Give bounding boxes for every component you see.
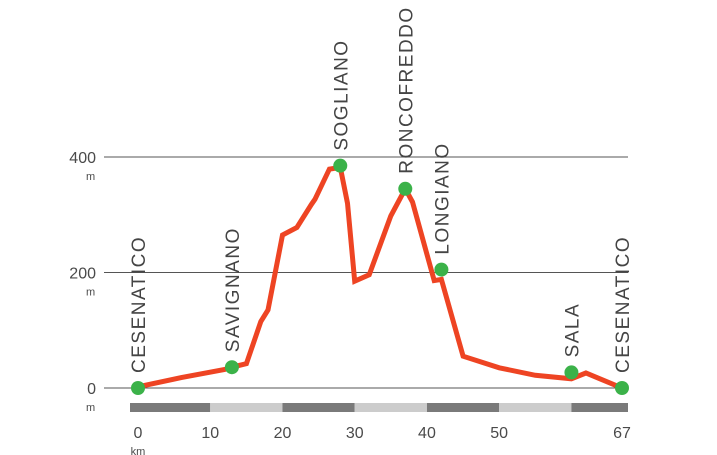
- distance-band-segment: [499, 403, 572, 412]
- x-tick-label: 40: [418, 425, 436, 442]
- waypoint-marker: [564, 365, 579, 380]
- x-axis-ticks: 0 10 20 30 40 50 67 km: [131, 425, 631, 455]
- waypoint-label: SALA: [562, 303, 583, 358]
- waypoint-marker: [333, 158, 348, 173]
- distance-band-segment: [130, 403, 211, 412]
- x-tick-label: 30: [346, 425, 364, 442]
- waypoint-label: SOGLIANO: [331, 39, 352, 150]
- x-tick-label: 20: [274, 425, 292, 442]
- x-unit-label: km: [131, 446, 146, 455]
- waypoint-marker: [131, 381, 145, 395]
- distance-band-segment: [354, 403, 427, 412]
- waypoint-marker: [398, 181, 413, 196]
- grid-lines: [104, 156, 628, 389]
- distance-band-segment: [426, 403, 500, 412]
- x-tick-label: 67: [613, 425, 631, 442]
- distance-band-segment: [210, 403, 283, 412]
- distance-band-segment: [282, 403, 355, 412]
- y-tick-label: 400: [69, 150, 96, 167]
- y-axis-ticks: 0 m 200 m 400 m: [69, 150, 96, 414]
- profile-series: [135, 164, 625, 391]
- waypoint-markers: [131, 158, 629, 395]
- waypoint-labels: CESENATICO SAVIGNANO SOGLIANO RONCOFREDDO LO…: [129, 6, 634, 373]
- y-unit-label: m: [86, 402, 95, 414]
- waypoint-marker: [224, 360, 239, 375]
- waypoint-marker: [615, 381, 629, 395]
- waypoint-marker: [434, 262, 449, 277]
- waypoint-label: LONGIANO: [432, 142, 453, 254]
- y-tick-label: 200: [69, 266, 96, 283]
- distance-band: [130, 403, 628, 412]
- x-tick-label: 0: [134, 425, 143, 442]
- x-tick-label: 10: [201, 425, 219, 442]
- waypoint-label: RONCOFREDDO: [396, 6, 417, 173]
- y-tick-label: 0: [87, 381, 96, 398]
- y-unit-label: m: [86, 171, 95, 183]
- waypoint-label: SAVIGNANO: [223, 227, 244, 352]
- elevation-profile-line: [135, 164, 625, 391]
- waypoint-label: CESENATICO: [613, 236, 634, 373]
- distance-band-segment: [571, 403, 628, 412]
- y-unit-label: m: [86, 287, 95, 299]
- x-tick-label: 50: [490, 425, 508, 442]
- waypoint-label: CESENATICO: [129, 236, 150, 373]
